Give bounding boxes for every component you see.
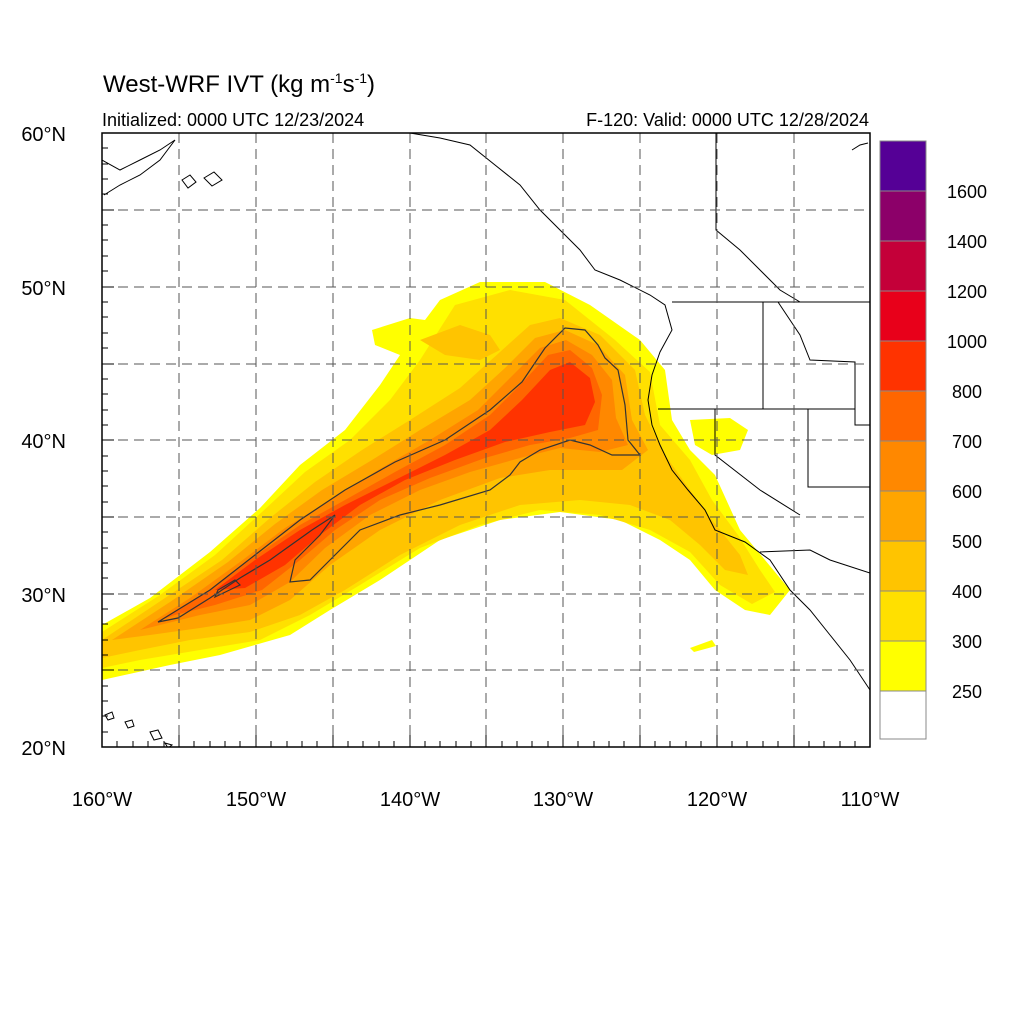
title-unit-s: s <box>342 71 355 98</box>
lon-label-120: 120°W <box>687 789 747 811</box>
island-1 <box>181 174 197 189</box>
id-border <box>762 302 870 488</box>
colorbar-box-1200 <box>879 240 927 292</box>
title-exponent-2: -1 <box>354 70 368 86</box>
colorbar-box-1000 <box>879 290 927 342</box>
hawaii <box>104 711 174 747</box>
lon-label-110: 110°W <box>841 789 900 811</box>
colorbar-label-800: 800 <box>952 382 982 402</box>
lon-label-160: 160°W <box>72 789 132 811</box>
island-2 <box>203 171 223 187</box>
ivt-band-250-patch <box>690 640 716 652</box>
colorbar-label-1000: 1000 <box>947 332 987 352</box>
tick-marks <box>101 132 856 747</box>
colorbar-box-300 <box>879 590 927 642</box>
colorbar-label-400: 400 <box>952 582 982 602</box>
valid-time: F-120: Valid: 0000 UTC 12/28/2024 <box>586 110 869 130</box>
lat-labels: 60°N 50°N 40°N 30°N 20°N <box>21 124 66 760</box>
coastlines <box>102 133 870 747</box>
colorbar-box-800 <box>879 340 927 392</box>
title-close: ) <box>367 71 376 98</box>
colorbar-box-below-250 <box>879 690 927 740</box>
lat-label-60: 60°N <box>21 124 66 146</box>
left-ticks <box>102 132 114 733</box>
lat-label-50: 50°N <box>21 278 66 300</box>
colorbar-label-1400: 1400 <box>947 232 987 252</box>
colorbar-label-300: 300 <box>952 632 982 652</box>
nv-border <box>714 409 801 516</box>
lon-label-140: 140°W <box>380 789 440 811</box>
gulf-alaska-coast <box>409 133 870 691</box>
lon-label-130: 130°W <box>533 789 593 811</box>
alaska-canada-border <box>715 133 801 303</box>
bottom-ticks <box>101 735 856 747</box>
lat-label-40: 40°N <box>21 431 66 453</box>
ivt-field <box>102 282 790 680</box>
contour-inner <box>213 579 242 599</box>
colorbar-label-600: 600 <box>952 482 982 502</box>
ivt-contours <box>157 327 642 623</box>
colorbar-box-700 <box>879 390 927 442</box>
colorbar: 1600 1400 1200 1000 800 700 600 500 400 … <box>879 140 987 740</box>
ivt-band-800 <box>215 362 595 590</box>
lat-label-20: 20°N <box>21 738 66 760</box>
colorbar-label-500: 500 <box>952 532 982 552</box>
lat-label-30: 30°N <box>21 585 66 607</box>
colorbar-label-250: 250 <box>952 682 982 702</box>
lon-labels: 160°W 150°W 140°W 130°W 120°W 110°W <box>72 789 900 811</box>
contour-outer <box>157 327 642 623</box>
mt-border <box>777 301 870 426</box>
graticule <box>102 133 870 747</box>
alaska-coast <box>102 139 176 196</box>
borders <box>658 133 870 574</box>
colorbar-box-1600plus <box>879 140 927 192</box>
title-text: West-WRF IVT (kg m <box>103 71 331 98</box>
lon-label-150: 150°W <box>226 789 286 811</box>
colorbar-box-500 <box>879 490 927 542</box>
colorbar-label-700: 700 <box>952 432 982 452</box>
colorbar-label-1200: 1200 <box>947 282 987 302</box>
colorbar-label-1600: 1600 <box>947 182 987 202</box>
ivt-band-400-north <box>420 325 500 360</box>
colorbar-box-600 <box>879 440 927 492</box>
chart-title: West-WRF IVT (kg m-1s-1) <box>103 70 375 99</box>
northeast-coast <box>851 142 869 151</box>
ivt-band-250-socal <box>690 418 748 455</box>
title-exponent-1: -1 <box>330 70 343 86</box>
initialized-time: Initialized: 0000 UTC 12/23/2024 <box>102 110 365 130</box>
colorbar-box-250 <box>879 640 927 692</box>
colorbar-box-1400 <box>879 190 927 242</box>
mexico-border <box>759 549 870 574</box>
colorbar-box-400 <box>879 540 927 592</box>
